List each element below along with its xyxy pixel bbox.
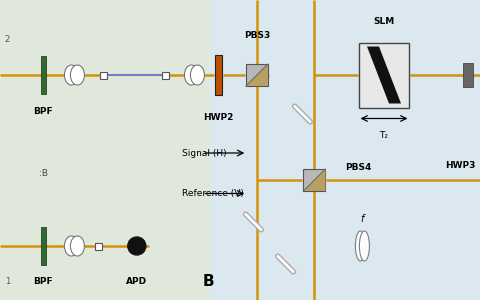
Bar [0, 0, 210, 300]
Text: 2: 2 [5, 34, 10, 43]
Text: :B: :B [39, 169, 48, 178]
Text: T₂: T₂ [380, 130, 388, 140]
Text: BPF: BPF [34, 106, 53, 116]
Text: f: f [360, 214, 364, 224]
Text: HWP3: HWP3 [445, 160, 475, 169]
Text: HWP2: HWP2 [203, 112, 234, 122]
Text: APD: APD [126, 278, 147, 286]
Text: PBS4: PBS4 [346, 164, 372, 172]
Bar [359, 43, 409, 107]
Bar [463, 63, 473, 87]
Text: SLM: SLM [373, 16, 395, 26]
Bar [41, 227, 46, 265]
Circle shape [128, 237, 146, 255]
Text: Reference (V): Reference (V) [182, 189, 244, 198]
Ellipse shape [360, 231, 370, 261]
Bar [246, 64, 268, 86]
Ellipse shape [71, 236, 84, 256]
Text: Signal (H): Signal (H) [182, 148, 227, 158]
Bar [303, 169, 325, 191]
Ellipse shape [184, 65, 198, 85]
Polygon shape [303, 169, 325, 191]
Bar [162, 71, 169, 79]
Ellipse shape [191, 65, 204, 85]
Bar [100, 71, 107, 79]
Bar [215, 55, 222, 95]
Ellipse shape [355, 231, 365, 261]
Ellipse shape [64, 65, 78, 85]
Text: BPF: BPF [34, 278, 53, 286]
Ellipse shape [64, 236, 78, 256]
Text: B: B [203, 274, 215, 290]
Polygon shape [246, 64, 268, 86]
Bar [41, 56, 46, 94]
Bar [95, 242, 102, 250]
Ellipse shape [71, 65, 84, 85]
Text: 1: 1 [5, 278, 10, 286]
Text: PBS3: PBS3 [244, 32, 270, 40]
Polygon shape [367, 46, 401, 104]
